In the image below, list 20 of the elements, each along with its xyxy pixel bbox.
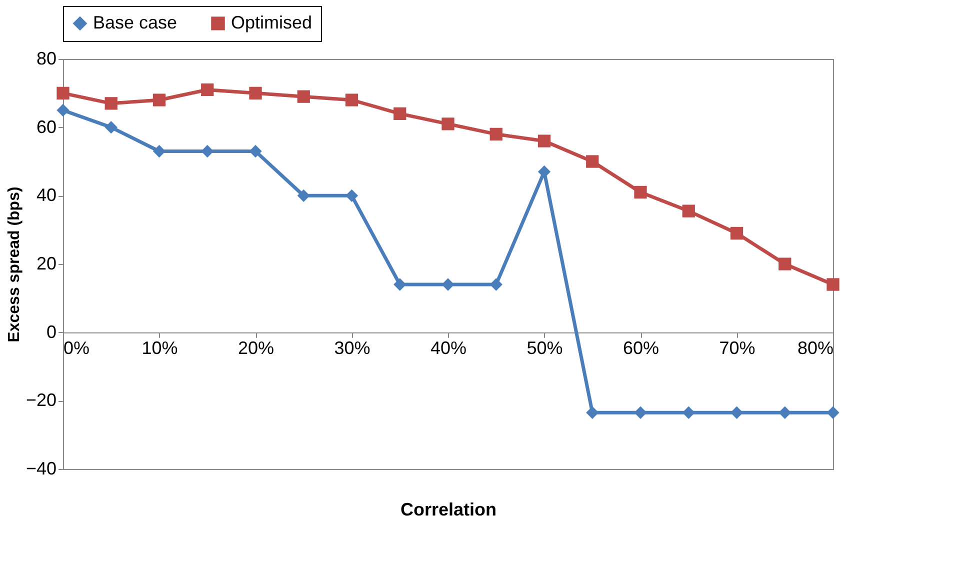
x-tick-label: 40%: [430, 338, 467, 358]
y-axis-title: Excess spread (bps): [6, 186, 23, 342]
y-tick-label: 20: [36, 254, 56, 274]
y-tick-label: 0: [46, 322, 56, 342]
x-tick-label: 0%: [64, 338, 90, 358]
y-tick-label: 40: [36, 185, 56, 206]
x-tick-label: 50%: [526, 338, 563, 358]
y-tick-label: 80: [36, 48, 56, 68]
x-tick-label: 80%: [797, 338, 834, 358]
x-tick-label: 30%: [334, 338, 370, 358]
y-tick-label: −20: [26, 390, 56, 410]
x-tick-label: 60%: [622, 338, 660, 358]
x-tick-label: 10%: [142, 338, 178, 358]
legend-label: Optimised: [231, 12, 312, 32]
y-tick-label: −40: [26, 458, 56, 478]
x-tick-label: 20%: [238, 338, 274, 358]
y-tick-label: 60: [36, 116, 56, 137]
legend-label: Base case: [93, 12, 178, 32]
x-axis-title: Correlation: [400, 500, 497, 520]
x-tick-label: 70%: [719, 338, 756, 358]
